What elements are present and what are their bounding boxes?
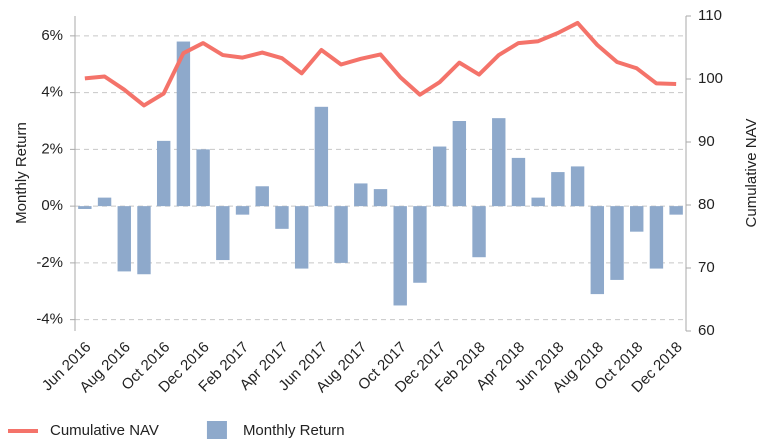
- y2-axis-title: Cumulative NAV: [743, 119, 760, 228]
- bar: [590, 206, 605, 295]
- bar: [432, 146, 447, 207]
- bar: [117, 206, 131, 272]
- bar: [314, 106, 329, 207]
- bar: [216, 206, 230, 261]
- bar: [334, 206, 348, 263]
- bar: [669, 206, 683, 215]
- bar: [531, 197, 545, 207]
- bar: [97, 197, 112, 207]
- y-tick-label: 2%: [41, 140, 63, 157]
- legend-swatch: [206, 421, 227, 439]
- bar: [570, 166, 585, 207]
- y2-tick-label: 100: [698, 70, 723, 87]
- y-axis-title: Monthly Return: [13, 122, 30, 224]
- y2-tick-label: 80: [698, 196, 715, 213]
- bar: [255, 186, 269, 207]
- bar: [649, 206, 664, 269]
- bar: [452, 121, 467, 207]
- bar: [373, 189, 388, 207]
- bar: [176, 41, 191, 207]
- bar: [413, 206, 427, 283]
- bar: [551, 172, 565, 207]
- legend-label: Monthly Return: [243, 422, 345, 439]
- bar: [393, 206, 407, 306]
- y2-tick-label: 60: [698, 322, 715, 339]
- legend-label: Cumulative NAV: [50, 422, 159, 439]
- y-tick-label: -2%: [36, 254, 63, 271]
- bar: [196, 149, 210, 207]
- bar: [492, 118, 506, 207]
- bar: [511, 157, 526, 207]
- y2-tick-label: 110: [698, 7, 722, 24]
- bar: [294, 206, 309, 269]
- bar: [354, 183, 368, 207]
- bar: [235, 206, 250, 215]
- y-tick-label: -4%: [36, 311, 63, 328]
- bar: [156, 140, 171, 207]
- y2-tick-label: 70: [698, 259, 715, 276]
- y2-tick-label: 90: [698, 133, 715, 150]
- bar: [472, 206, 486, 258]
- line: [84, 20, 677, 108]
- y-tick-label: 0%: [41, 197, 63, 214]
- bar: [610, 206, 624, 280]
- bar: [78, 206, 92, 209]
- y-tick-label: 6%: [41, 27, 63, 44]
- bar: [137, 206, 151, 275]
- y-tick-label: 4%: [41, 84, 63, 101]
- bar: [630, 206, 644, 232]
- bar: [275, 206, 289, 229]
